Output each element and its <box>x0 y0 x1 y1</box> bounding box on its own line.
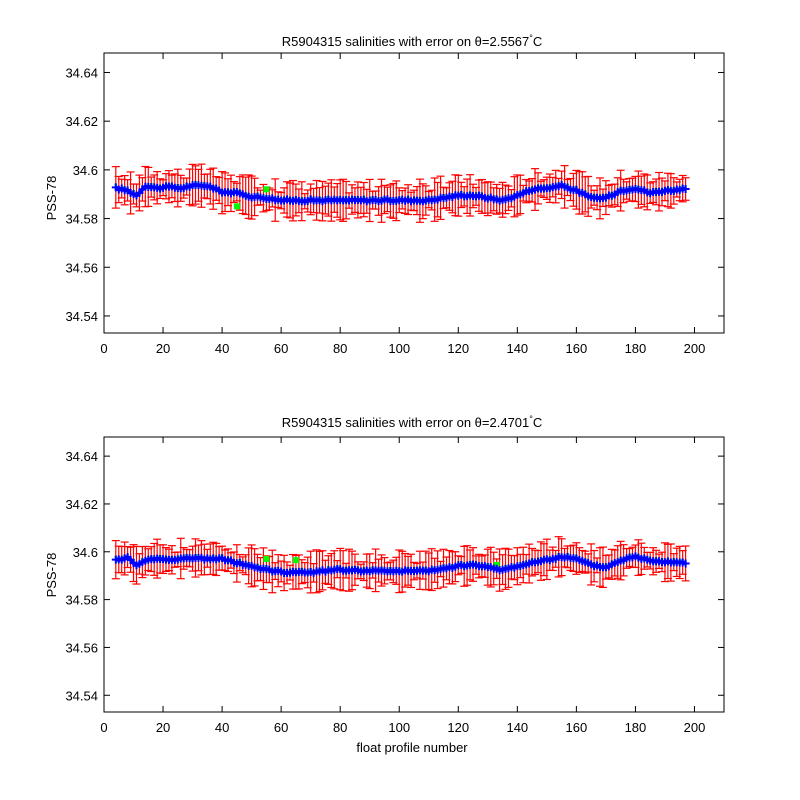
x-tick-label: 160 <box>566 720 588 735</box>
degree-symbol: ° <box>529 33 533 43</box>
y-tick-label: 34.6 <box>73 545 98 560</box>
theta-value: =2.5567 <box>482 34 529 49</box>
subplot-bottom-ylabel: PSS-78 <box>44 553 59 598</box>
theta-symbol: θ <box>475 415 482 430</box>
unit-label: C <box>533 415 542 430</box>
x-tick-label: 160 <box>566 341 588 356</box>
x-tick-label: 100 <box>388 720 410 735</box>
original-point <box>263 186 270 193</box>
y-tick-label: 34.64 <box>65 449 98 464</box>
subplot-bottom-title: R5904315 salinities with error on θ=2.47… <box>282 414 543 430</box>
theta-value: =2.4701 <box>482 415 529 430</box>
original-point <box>263 555 270 562</box>
x-tick-label: 140 <box>506 720 528 735</box>
calibrated-point <box>681 559 690 568</box>
x-tick-label: 80 <box>333 720 347 735</box>
calibrated-markers <box>111 552 690 577</box>
y-tick-label: 34.56 <box>65 260 98 275</box>
subplot-top-title: R5904315 salinities with error on θ=2.55… <box>282 33 543 49</box>
x-tick-label: 0 <box>100 341 107 356</box>
y-tick-label: 34.6 <box>73 163 98 178</box>
y-tick-label: 34.58 <box>65 593 98 608</box>
subplot-bottom-plot-area: 0 20 40 60 80 100 120 140 160 180 200 34.54 34.56 34.… <box>65 436 725 735</box>
y-tick-label: 34.64 <box>65 65 98 80</box>
axes-box <box>103 436 725 713</box>
title-prefix: R5904315 salinities with error on <box>282 34 475 49</box>
x-tick-label: 0 <box>100 720 107 735</box>
original-point <box>292 557 299 564</box>
x-tick-label: 20 <box>156 720 170 735</box>
x-tick-label: 180 <box>625 720 647 735</box>
x-tick-label: 200 <box>684 720 706 735</box>
subplot-top: R5904315 salinities with error on θ=2.55… <box>44 33 725 356</box>
subplot-bottom: R5904315 salinities with error on θ=2.47… <box>44 414 725 755</box>
title-prefix: R5904315 salinities with error on <box>282 415 475 430</box>
x-tick-label: 80 <box>333 341 347 356</box>
axes-box <box>103 52 725 334</box>
calibrated-point <box>681 185 690 194</box>
original-point <box>233 203 240 210</box>
error-bars <box>111 163 690 223</box>
subplot-top-plot-area: 0 20 40 60 80 100 120 140 160 180 200 34.54 34.56 34.… <box>65 52 725 356</box>
degree-symbol: ° <box>529 414 533 424</box>
x-tick-label: 20 <box>156 341 170 356</box>
x-tick-label: 120 <box>447 720 469 735</box>
x-tick-label: 40 <box>215 720 229 735</box>
x-tick-label: 100 <box>388 341 410 356</box>
x-tick-label: 60 <box>274 341 288 356</box>
y-tick-label: 34.62 <box>65 114 98 129</box>
x-tick-label: 60 <box>274 720 288 735</box>
x-tick-label: 200 <box>684 341 706 356</box>
x-tick-label: 40 <box>215 341 229 356</box>
y-tick-label: 34.58 <box>65 212 98 227</box>
x-tick-label: 180 <box>625 341 647 356</box>
subplot-bottom-xlabel: float profile number <box>356 740 468 755</box>
calibrated-markers <box>111 180 690 206</box>
y-tick-label: 34.56 <box>65 640 98 655</box>
unit-label: C <box>533 34 542 49</box>
theta-symbol: θ <box>475 34 482 49</box>
y-tick-label: 34.62 <box>65 497 98 512</box>
y-tick-label: 34.54 <box>65 309 98 324</box>
x-tick-label: 120 <box>447 341 469 356</box>
x-tick-label: 140 <box>506 341 528 356</box>
subplot-top-ylabel: PSS-78 <box>44 176 59 221</box>
y-tick-label: 34.54 <box>65 688 98 703</box>
